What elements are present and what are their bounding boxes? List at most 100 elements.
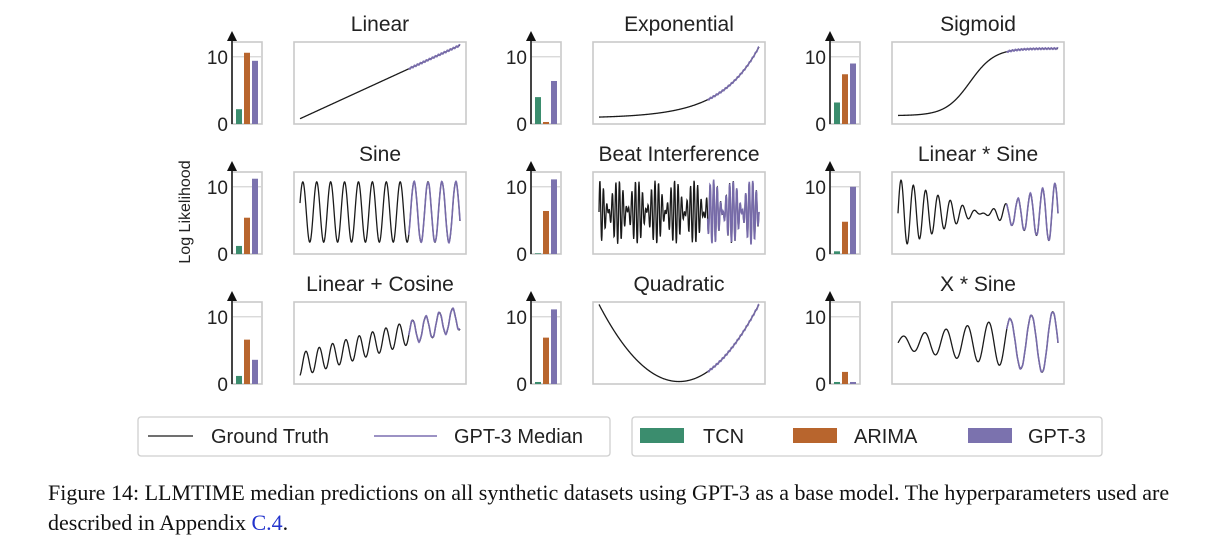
panel-sine: 10 0 Sine	[207, 143, 467, 266]
y-axis-arrow	[825, 161, 835, 171]
bar-arima	[543, 121, 549, 124]
tick-label: 0	[815, 115, 826, 136]
synthetic-datasets-figure: Log Likelihood 100Linear100Exponential10…	[137, 13, 1103, 457]
bar-gpt-3	[252, 178, 258, 254]
bar-arima	[543, 337, 549, 384]
line-frame	[293, 41, 467, 125]
y-axis-arrow	[526, 161, 536, 171]
bar-gpt-3	[850, 381, 856, 384]
panel-title: Exponential	[624, 13, 734, 36]
caption-prefix: Figure 14:	[48, 480, 145, 505]
legend-bar-swatch	[968, 428, 1012, 443]
legend-label: TCN	[703, 426, 744, 448]
bar-frame	[829, 301, 861, 385]
figure-caption: Figure 14: LLMTIME median predictions on…	[48, 478, 1198, 538]
ground-truth-line	[299, 307, 461, 376]
ground-truth-line	[897, 47, 1058, 117]
gpt3-median-line	[1005, 311, 1059, 373]
bar-legend-box	[631, 416, 1103, 457]
panel-title: Sigmoid	[940, 13, 1016, 36]
line-frame	[592, 41, 766, 125]
gpt3-median-line	[408, 43, 461, 70]
bar-gpt-3	[252, 359, 258, 384]
tick-label: 0	[815, 375, 826, 396]
ground-truth-line	[598, 46, 760, 118]
legend-bar-swatch	[640, 428, 684, 443]
bar-arima	[842, 74, 848, 124]
tick-label: 10	[506, 48, 527, 69]
legend-label: ARIMA	[854, 426, 918, 448]
gpt3-median-line	[707, 46, 760, 101]
bar-gpt-3	[850, 186, 856, 254]
tick-label: 0	[217, 115, 228, 136]
panel-title: Sine	[359, 143, 401, 166]
tick-label: 0	[217, 245, 228, 266]
panel-linear-sine: 10 0 Linear * Sine	[805, 143, 1065, 266]
panel-title: Linear	[351, 13, 409, 36]
bar-tcn	[535, 381, 541, 384]
tick-label: 10	[207, 48, 228, 69]
tick-label: 0	[516, 245, 527, 266]
bar-arima	[244, 217, 250, 254]
gpt3-median-line	[707, 303, 760, 373]
y-axis-arrow	[825, 291, 835, 301]
panel-exponential: 10 0 Exponential	[506, 13, 766, 136]
line-frame	[592, 171, 766, 255]
bar-tcn	[535, 97, 541, 124]
gpt3-median-line	[1005, 182, 1059, 242]
bar-arima	[244, 52, 250, 124]
bar-tcn	[834, 251, 840, 254]
tick-label: 0	[516, 375, 527, 396]
line-frame	[891, 171, 1065, 255]
legend: Ground Truth GPT-3 Median TCN ARIMA GPT-3	[137, 416, 1103, 457]
caption-time: IME	[204, 480, 245, 505]
gpt3-median-line	[407, 307, 461, 344]
bar-tcn	[236, 375, 242, 384]
y-axis-label: Log Likelihood	[177, 160, 194, 263]
caption-text: median predictions on all synthetic data…	[48, 480, 1170, 535]
panel-x-sine: 10 0 X * Sine	[805, 273, 1065, 396]
bar-gpt-3	[850, 63, 856, 124]
appendix-link[interactable]: C.4	[251, 510, 283, 535]
y-axis-arrow	[227, 31, 237, 41]
panel-sigmoid: 10 0 Sigmoid	[805, 13, 1065, 136]
panel-title: Beat Interference	[598, 143, 759, 166]
tick-label: 10	[207, 308, 228, 329]
tick-label: 10	[506, 178, 527, 199]
panel-title: Quadratic	[633, 273, 724, 296]
y-axis-arrow	[526, 31, 536, 41]
bar-arima	[842, 371, 848, 384]
panel-quadratic: 10 0 Quadratic	[506, 273, 766, 396]
bar-tcn	[834, 381, 840, 384]
bar-legend: TCN ARIMA GPT-3	[631, 416, 1103, 457]
tick-label: 0	[815, 245, 826, 266]
legend-bar-swatch	[793, 428, 837, 443]
panels-group: 10 0 Linear 10 0 Exponential 10 0 Sigmoid 10 0 Sine…	[207, 13, 1065, 396]
tick-label: 10	[805, 48, 826, 69]
line-frame	[293, 301, 467, 385]
line-frame	[891, 41, 1065, 125]
legend-label: GPT-3	[1028, 426, 1086, 448]
tick-label: 10	[805, 308, 826, 329]
tick-label: 10	[207, 178, 228, 199]
line-legend: Ground Truth GPT-3 Median	[137, 416, 611, 457]
bar-tcn	[236, 245, 242, 254]
bar-gpt-3	[551, 80, 557, 124]
bar-tcn	[535, 253, 541, 254]
line-frame	[293, 171, 467, 255]
caption-llm: LLMT	[144, 480, 205, 505]
tick-label: 0	[217, 375, 228, 396]
gpt3-median-line	[706, 179, 760, 245]
y-axis-arrow	[526, 291, 536, 301]
bar-tcn	[834, 102, 840, 124]
y-axis-arrow	[825, 31, 835, 41]
tick-label: 10	[805, 178, 826, 199]
legend-label: Ground Truth	[211, 426, 329, 448]
ground-truth-line	[299, 180, 461, 244]
bar-gpt-3	[551, 179, 557, 254]
gpt3-median-line	[1006, 46, 1059, 54]
bar-arima	[543, 210, 549, 254]
bar-gpt-3	[551, 309, 557, 384]
panel-linear: 10 0 Linear	[207, 13, 467, 136]
tick-label: 0	[516, 115, 527, 136]
